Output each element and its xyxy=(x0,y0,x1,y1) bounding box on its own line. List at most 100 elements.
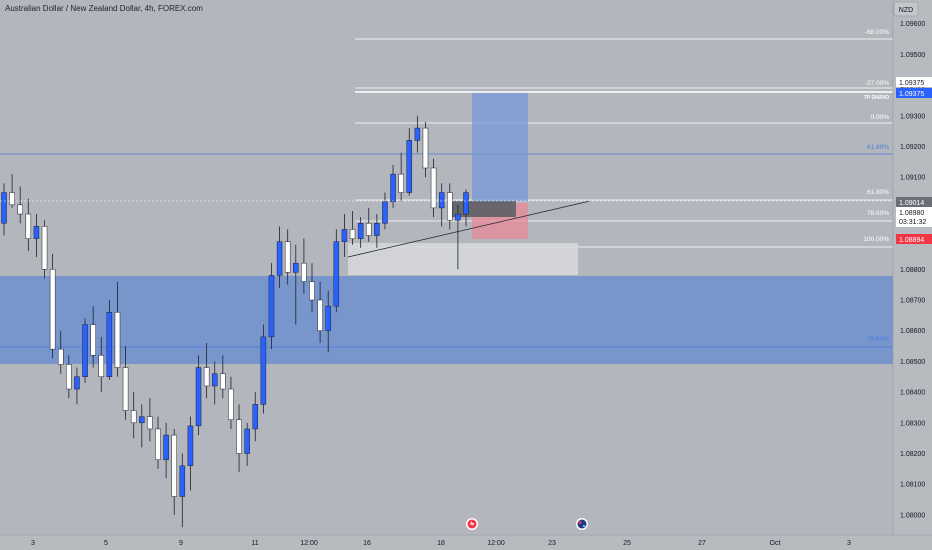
candle-body-bull xyxy=(179,465,186,497)
candle-body-bull xyxy=(293,262,299,273)
candle-body-bear xyxy=(25,213,32,239)
price-tick-label: 1.08300 xyxy=(900,420,925,427)
candle-body-bear xyxy=(147,416,153,430)
candle-body-bear xyxy=(171,434,177,497)
fib-label-786-lower: 78.60% xyxy=(867,336,889,343)
candle-body-bull xyxy=(325,305,331,331)
countdown-tag xyxy=(896,207,932,227)
candle-body-bull xyxy=(211,373,218,387)
chart-title: Australian Dollar / New Zealand Dollar, … xyxy=(5,4,203,13)
demand-zone xyxy=(0,276,893,364)
candle-body-bear xyxy=(17,204,23,215)
time-tick-labels: 3 5 9 11 12:00 16 18 12:00 23 25 27 Oct 3 xyxy=(31,540,851,547)
candle-body-bear xyxy=(284,241,291,273)
price-tick-label: 1.08000 xyxy=(900,512,925,519)
candle-body-bull xyxy=(341,229,348,242)
time-tick-label: Oct xyxy=(770,540,781,547)
time-tick-label: 12:00 xyxy=(300,540,318,547)
fib-label-786: 78.60% xyxy=(867,210,889,217)
candle-body-bull xyxy=(139,416,145,424)
candle-body-bear xyxy=(220,373,226,390)
currency-label: NZD xyxy=(899,7,913,14)
price-tick-label: 1.08200 xyxy=(900,451,925,458)
fib-label-100: 100.00% xyxy=(863,236,889,243)
fib-label-0: 0.00% xyxy=(871,114,890,121)
fib-label-618: 61.80% xyxy=(867,189,889,196)
price-tick-label: 1.08700 xyxy=(900,298,925,305)
price-tick-label: 1.08800 xyxy=(900,267,925,274)
candle-body-bear xyxy=(41,226,48,270)
currency-badge[interactable] xyxy=(893,1,919,17)
time-tick-label: 23 xyxy=(548,540,556,547)
tp-price-tag-blue-text: 1.09375 xyxy=(899,91,924,98)
candle-body-bull xyxy=(106,312,113,378)
time-tick-label: 12:00 xyxy=(487,540,505,547)
fib-label-ext-27: -27.00% xyxy=(865,80,889,87)
candle-body-bull xyxy=(333,241,340,307)
sl-price-tag xyxy=(896,234,932,244)
candle-body-bull xyxy=(463,192,469,215)
time-tick-label: 9 xyxy=(179,540,183,547)
candle-body-bull xyxy=(276,241,283,276)
candle-body-bull xyxy=(33,226,40,239)
time-axis[interactable] xyxy=(0,535,932,550)
current-price-tag-text: 1.09014 xyxy=(899,200,924,207)
candle-body-bear xyxy=(57,348,64,365)
candle-body-bear xyxy=(398,173,404,193)
time-tick-label: 16 xyxy=(363,540,371,547)
candle-body-bear xyxy=(114,312,121,368)
time-tick-label: 3 xyxy=(847,540,851,547)
time-tick-label: 3 xyxy=(31,540,35,547)
candle-body-bull xyxy=(1,192,7,224)
current-price-tag xyxy=(896,197,932,207)
time-tick-label: 18 xyxy=(437,540,445,547)
tp-price-tag-blue xyxy=(896,88,932,98)
price-tick-label: 1.09100 xyxy=(900,175,925,182)
price-tick-label: 1.09300 xyxy=(900,113,925,120)
tp-label: TP DIARIO xyxy=(864,95,889,101)
candle-body-bear xyxy=(66,364,72,390)
candle-body-bull xyxy=(187,425,194,467)
candle-body-bull xyxy=(357,223,364,239)
time-tick-label: 25 xyxy=(623,540,631,547)
price-tick-label: 1.08100 xyxy=(900,482,925,489)
candle-body-bear xyxy=(98,355,105,378)
candles-group xyxy=(1,115,469,528)
sl-price-tag-text: 1.08894 xyxy=(899,237,924,244)
candle-body-bear xyxy=(155,428,161,460)
candle-body-bear xyxy=(9,192,15,206)
candle-body-bull xyxy=(244,428,250,454)
tp-price-tag-text: 1.09375 xyxy=(899,80,924,87)
candle-body-bull xyxy=(252,404,259,430)
australia-flag-event-icon[interactable] xyxy=(576,518,588,530)
countdown-tag-time: 03:31:32 xyxy=(899,219,926,226)
candle-body-bear xyxy=(447,192,453,221)
candle-body-bull xyxy=(163,434,169,460)
dividend-event-icon[interactable] xyxy=(466,518,478,530)
time-tick-label: 5 xyxy=(104,540,108,547)
candle-body-bull xyxy=(455,213,461,221)
price-tick-label: 1.09500 xyxy=(900,52,925,59)
candle-body-bear xyxy=(130,410,137,424)
candle-body-bull xyxy=(260,336,267,405)
candle-body-bear xyxy=(422,127,429,169)
candle-body-bull xyxy=(195,367,202,427)
candle-body-bull xyxy=(438,192,445,209)
tp-price-tag xyxy=(896,77,932,87)
trend-line[interactable] xyxy=(347,200,591,258)
price-tick-label: 1.09200 xyxy=(900,144,925,151)
candle-body-bull xyxy=(406,140,413,193)
candle-body-bear xyxy=(236,419,242,454)
fib-label-618-upper: 61.80% xyxy=(867,144,889,151)
countdown-tag-price: 1.08980 xyxy=(899,210,924,217)
candle-body-bear xyxy=(309,281,315,301)
candle-body-bull xyxy=(268,275,275,338)
candle-body-bull xyxy=(74,376,80,390)
fib-label-ext-68: -68.00% xyxy=(865,29,889,36)
candle-body-bull xyxy=(374,223,380,236)
price-tick-label: 1.08600 xyxy=(900,328,925,335)
candle-body-bull xyxy=(390,173,396,203)
candle-body-bull xyxy=(82,324,88,378)
